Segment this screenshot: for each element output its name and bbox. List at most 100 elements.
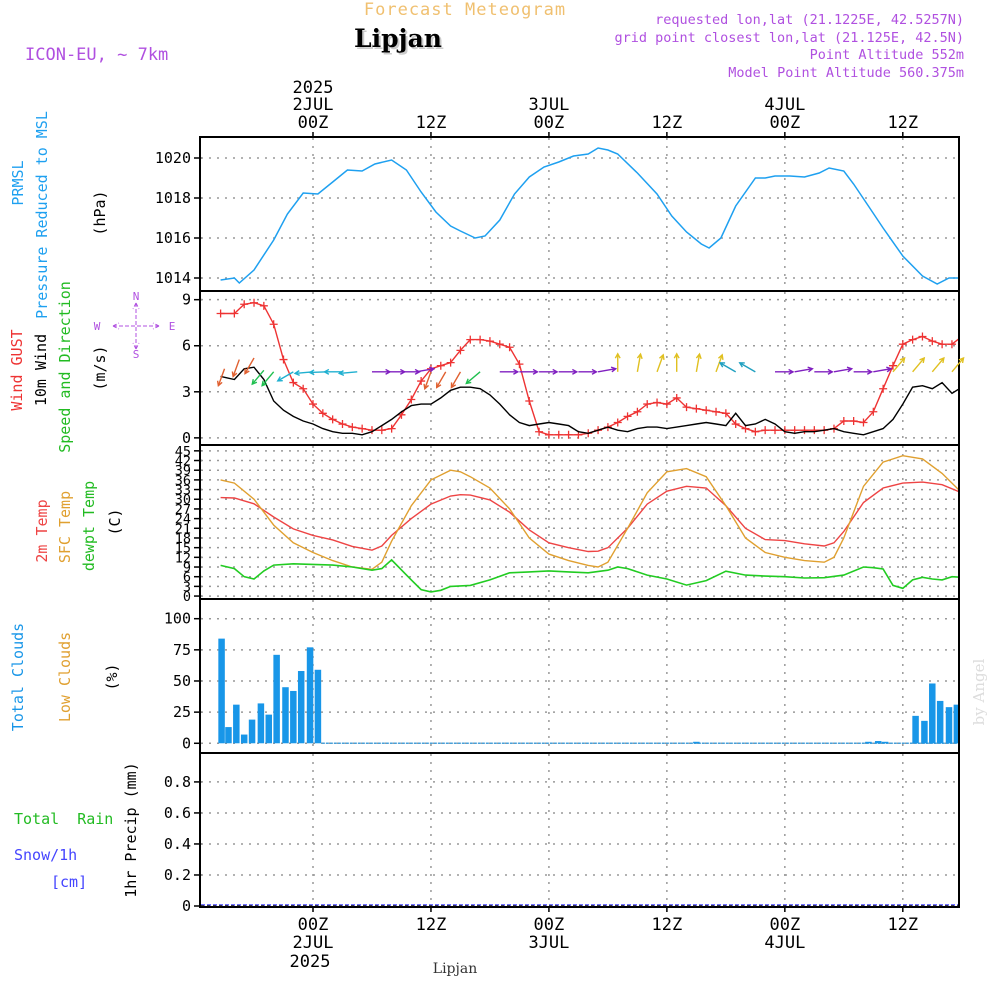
gust-marker: [564, 430, 573, 439]
gust-marker: [476, 335, 485, 344]
wind-direction-arrow: [718, 362, 737, 373]
gust-marker: [485, 337, 494, 346]
gust-marker: [731, 420, 740, 429]
wind-direction-arrow: [423, 371, 432, 391]
wind-direction-arrow: [853, 368, 874, 375]
total-clouds-bar: [314, 669, 322, 744]
total-clouds-bar: [218, 638, 225, 744]
gust-marker: [417, 377, 426, 386]
y-tick-label: 0.6: [164, 804, 191, 822]
wind-direction-arrow: [578, 368, 598, 375]
location-title: Lipjan: [354, 24, 442, 53]
temp-unit: (C): [106, 508, 124, 535]
bottom-time-label: 12Z: [887, 915, 918, 935]
top-year-label: 2025: [293, 78, 334, 98]
wind-direction-arrow: [337, 370, 358, 377]
gust-marker: [712, 407, 721, 416]
y-tick-label: 25: [173, 703, 191, 721]
y-tick-label: 3: [183, 579, 191, 595]
requested-coords: requested lon,lat (21.1225E, 42.5257N): [655, 12, 964, 28]
wind-direction-arrow: [715, 353, 724, 373]
wind-direction-arrow: [519, 368, 539, 375]
wind-direction-arrow: [244, 357, 255, 375]
grid-point-coords: grid point closest lon,lat (21.125E, 42.…: [615, 30, 965, 46]
total-clouds-bar: [953, 704, 958, 744]
wind-direction-arrow: [636, 352, 643, 372]
gust-marker: [299, 384, 308, 393]
wind-direction-arrow: [323, 368, 343, 375]
wind-direction-arrow: [597, 366, 618, 373]
y-tick-label: 50: [173, 672, 191, 690]
y-tick-label: 1016: [155, 229, 191, 247]
gust-marker: [702, 406, 711, 415]
clouds-label-total: Total Clouds: [9, 623, 27, 731]
y-tick-labels: 1014101610181020036903691215182124273033…: [155, 149, 202, 915]
wind-direction-arrow: [892, 356, 906, 373]
bottom-time-label: 00Z: [769, 915, 800, 935]
gust-marker: [938, 340, 947, 349]
y-tick-label: 36: [175, 473, 191, 489]
bottom-time-label: 00Z: [298, 915, 329, 935]
gust-marker: [879, 384, 888, 393]
gust-marker: [613, 418, 622, 427]
y-tick-label: 9: [182, 291, 191, 309]
gust-marker: [387, 424, 396, 433]
gust-marker: [653, 398, 662, 407]
gust-marker: [849, 416, 858, 425]
wind-direction-arrow: [539, 368, 559, 375]
gust-marker: [751, 427, 760, 436]
gust-marker: [859, 418, 868, 427]
location-title-shadow: Lipjan: [356, 26, 444, 55]
gust-marker: [771, 426, 780, 435]
top-time-label: 2JUL: [293, 95, 334, 115]
total-clouds-bar: [921, 720, 928, 744]
compass-south: S: [133, 348, 140, 361]
gust-marker: [318, 409, 327, 418]
precip-panel-frame: [199, 752, 960, 908]
y-tick-label: 0: [182, 897, 191, 915]
y-tick-label: 3: [182, 383, 191, 401]
wind-direction-arrow: [673, 352, 680, 372]
total-clouds-bar: [936, 700, 944, 744]
model-label: ICON-EU, ~ 7km: [25, 45, 168, 65]
gust-marker: [279, 355, 288, 364]
precip-label-snow: Snow/1h: [14, 846, 77, 864]
bottom-time-label: 00Z: [534, 915, 565, 935]
wind-direction-arrow: [775, 368, 795, 375]
y-tick-label: 18: [175, 531, 191, 547]
gust-marker: [810, 426, 819, 435]
gust-marker: [436, 361, 445, 370]
wind-direction-arrow: [435, 371, 447, 389]
wind-label-speed-dir: Speed and Direction: [56, 281, 74, 453]
gust-marker: [869, 407, 878, 416]
gust-marker: [692, 404, 701, 413]
gust-marker: [328, 415, 337, 424]
gust-marker: [761, 426, 770, 435]
y-tick-label: 45: [175, 444, 191, 460]
gust-marker: [544, 430, 553, 439]
gust-marker: [800, 426, 809, 435]
y-tick-label: 6: [182, 337, 191, 355]
bottom-time-label: 4JUL: [764, 933, 805, 953]
total-clouds-bar: [865, 741, 872, 744]
y-tick-label: 6: [183, 570, 191, 586]
temp-label-2m: 2m Temp: [33, 499, 51, 562]
gust-marker: [259, 301, 268, 310]
clouds-panel-frame: [199, 598, 960, 754]
top-time-label: 12Z: [887, 113, 918, 133]
gust-marker: [216, 309, 225, 318]
wind-label-gust: Wind GUST: [8, 329, 26, 410]
total-clouds-bar: [290, 690, 297, 744]
temp2m-series-line: [220, 481, 958, 553]
wind-direction-arrow: [912, 356, 926, 373]
gust-marker: [407, 395, 416, 404]
gust-marker: [623, 412, 632, 421]
y-tick-label: 1020: [155, 149, 191, 167]
total-clouds-bar: [945, 707, 953, 744]
y-tick-label: 0.2: [164, 866, 191, 884]
wind-direction-arrow: [416, 366, 436, 373]
y-tick-label: 12: [175, 550, 191, 566]
gust-marker: [525, 397, 534, 406]
